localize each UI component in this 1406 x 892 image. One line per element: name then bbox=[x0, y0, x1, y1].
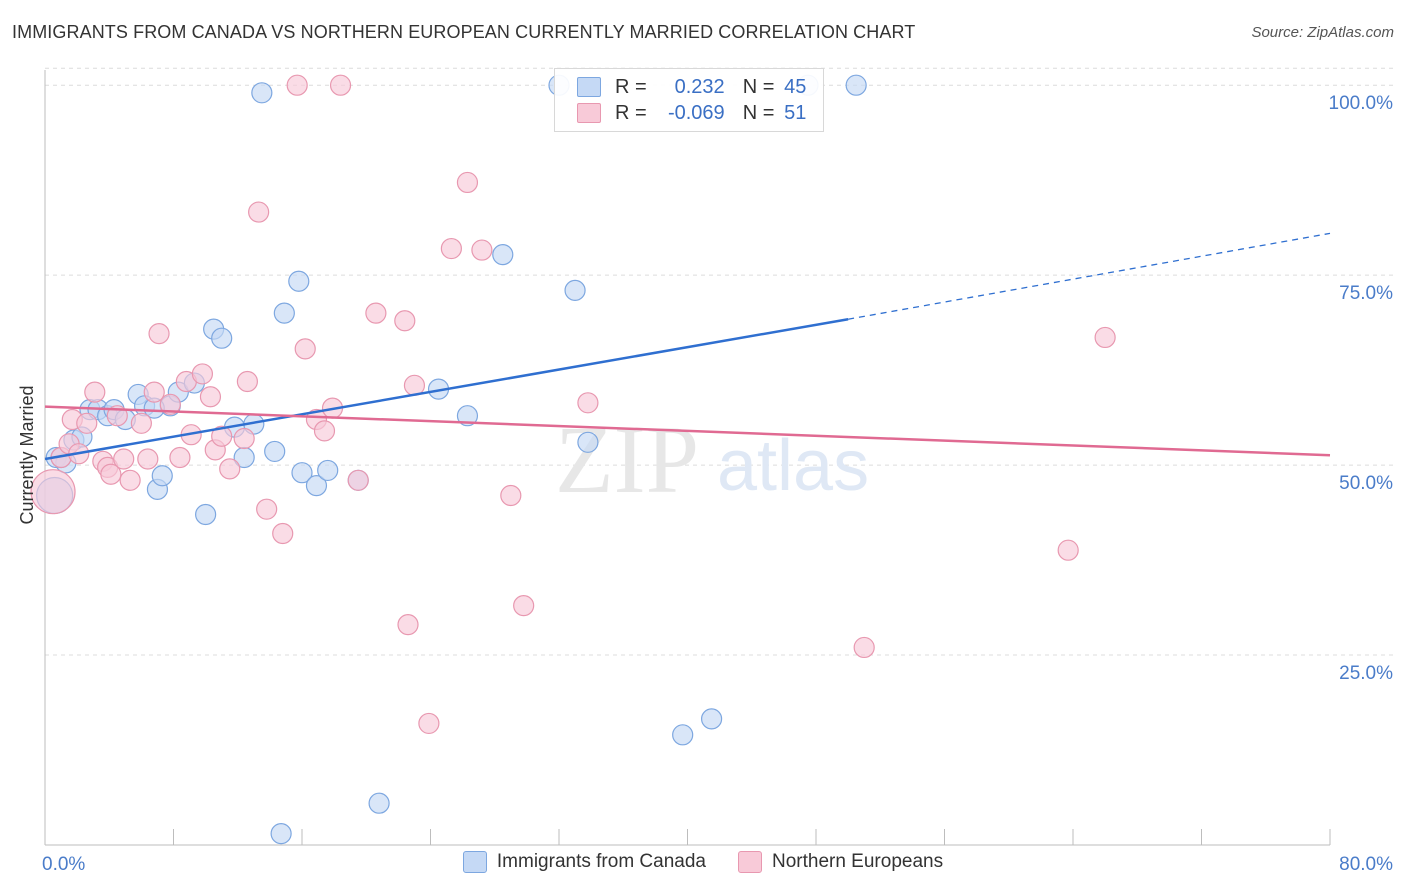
x-tick-label: 80.0% bbox=[1339, 854, 1393, 875]
canada-point bbox=[492, 244, 514, 266]
legend-item-nordic[interactable]: Northern Europeans bbox=[737, 851, 944, 873]
canada-n-value: 45 bbox=[784, 75, 807, 98]
nordic-point bbox=[272, 522, 294, 545]
nordic-point bbox=[76, 412, 98, 434]
canada-point bbox=[211, 327, 233, 349]
nordic-point bbox=[191, 363, 214, 385]
canada-point bbox=[270, 823, 292, 845]
nordic-point bbox=[418, 712, 440, 735]
canada-r-value: 0.232 bbox=[674, 75, 725, 98]
canada-point bbox=[672, 724, 694, 746]
canada-point bbox=[845, 74, 867, 96]
nordic-point bbox=[30, 469, 76, 515]
nordic-point bbox=[130, 412, 152, 434]
nordic-point bbox=[440, 237, 462, 260]
nordic-point bbox=[456, 171, 479, 194]
nordic-point bbox=[286, 74, 308, 96]
nordic-point bbox=[233, 427, 255, 450]
canada-trend-extension bbox=[848, 232, 1331, 320]
series-legend: Immigrants from Canada Northern European… bbox=[0, 851, 1406, 873]
canada-point bbox=[564, 279, 586, 301]
x-tick-label: 0.0% bbox=[42, 854, 85, 875]
r-label: R = bbox=[615, 101, 647, 124]
nordic-point bbox=[113, 448, 135, 470]
nordic-point bbox=[347, 469, 369, 491]
watermark-zip: ZIP bbox=[555, 406, 699, 513]
nordic-point bbox=[236, 370, 258, 393]
nordic-point bbox=[169, 446, 191, 469]
nordic-point bbox=[219, 458, 241, 480]
chart-title: IMMIGRANTS FROM CANADA VS NORTHERN EUROP… bbox=[12, 22, 916, 42]
nordic-point bbox=[577, 392, 599, 414]
nordic-point bbox=[143, 381, 165, 403]
nordic-point bbox=[199, 386, 222, 408]
canada-point bbox=[288, 270, 310, 292]
canada-point bbox=[151, 465, 173, 487]
canada-point bbox=[291, 462, 313, 484]
nordic-point bbox=[329, 74, 352, 96]
nordic-point bbox=[500, 484, 522, 507]
nordic-point bbox=[256, 498, 278, 520]
canada-trend-line bbox=[44, 317, 849, 461]
nordic-point bbox=[100, 463, 122, 485]
nordic-point bbox=[148, 323, 170, 345]
watermark: ZIP atlas bbox=[555, 406, 869, 513]
canada-point bbox=[317, 459, 339, 482]
nordic-point bbox=[248, 201, 270, 223]
canada-legend-label: Immigrants from Canada bbox=[496, 851, 706, 872]
nordic-point bbox=[513, 595, 535, 617]
nordic-n-value: 51 bbox=[784, 101, 807, 124]
nordic-point bbox=[159, 393, 181, 415]
nordic-point bbox=[365, 302, 387, 324]
nordic-point bbox=[394, 310, 416, 332]
nordic-trend-line bbox=[44, 405, 1331, 457]
legend-item-canada[interactable]: Immigrants from Canada bbox=[462, 851, 706, 873]
source-credit: Source: ZipAtlas.com bbox=[1251, 24, 1394, 41]
canada-point bbox=[456, 405, 479, 427]
nordic-point bbox=[1057, 539, 1079, 561]
y-tick-label: 100.0% bbox=[1329, 93, 1394, 114]
stats-legend: R = 0.232 N = 45 R = -0.069 N = 51 bbox=[554, 68, 824, 132]
n-label: N = bbox=[742, 101, 775, 124]
canada-point bbox=[264, 440, 286, 463]
nordic-point bbox=[397, 614, 419, 636]
canada-point bbox=[195, 503, 217, 526]
canada-swatch bbox=[577, 77, 601, 97]
trend-lines bbox=[44, 232, 1331, 461]
r-label: R = bbox=[615, 75, 647, 98]
nordic-point bbox=[313, 420, 336, 442]
nordic-point bbox=[119, 469, 141, 491]
y-tick-label: 75.0% bbox=[1339, 283, 1393, 304]
canada-point bbox=[577, 431, 599, 453]
y-axis-label: Currently Married bbox=[17, 385, 37, 524]
canada-legend-swatch bbox=[462, 851, 487, 873]
canada-point bbox=[251, 82, 273, 104]
nordic-point bbox=[853, 636, 875, 659]
grid-layer bbox=[45, 67, 1396, 656]
nordic-points bbox=[30, 74, 1116, 735]
canada-point bbox=[273, 302, 295, 324]
tick-labels: 25.0% 50.0% 75.0% 100.0% 0.0% 80.0% bbox=[42, 93, 1393, 875]
nordic-point bbox=[137, 448, 159, 470]
nordic-point bbox=[84, 381, 106, 403]
nordic-r-value: -0.069 bbox=[667, 101, 725, 124]
nordic-legend-label: Northern Europeans bbox=[771, 851, 944, 872]
nordic-point bbox=[294, 338, 316, 360]
nordic-swatch bbox=[577, 103, 601, 123]
y-tick-label: 25.0% bbox=[1339, 663, 1393, 684]
stats-row-canada: R = 0.232 N = 45 bbox=[577, 75, 806, 99]
nordic-point bbox=[471, 239, 493, 261]
canada-point bbox=[305, 475, 328, 497]
canada-point bbox=[368, 792, 390, 814]
nordic-legend-swatch bbox=[737, 851, 762, 873]
axes-layer bbox=[44, 70, 1331, 846]
y-tick-label: 50.0% bbox=[1339, 473, 1393, 494]
canada-point bbox=[700, 708, 723, 730]
n-label: N = bbox=[742, 75, 775, 98]
stats-row-nordic: R = -0.069 N = 51 bbox=[577, 101, 806, 125]
watermark-atlas: atlas bbox=[717, 426, 869, 506]
nordic-point bbox=[1094, 326, 1116, 349]
nordic-point bbox=[211, 425, 233, 447]
